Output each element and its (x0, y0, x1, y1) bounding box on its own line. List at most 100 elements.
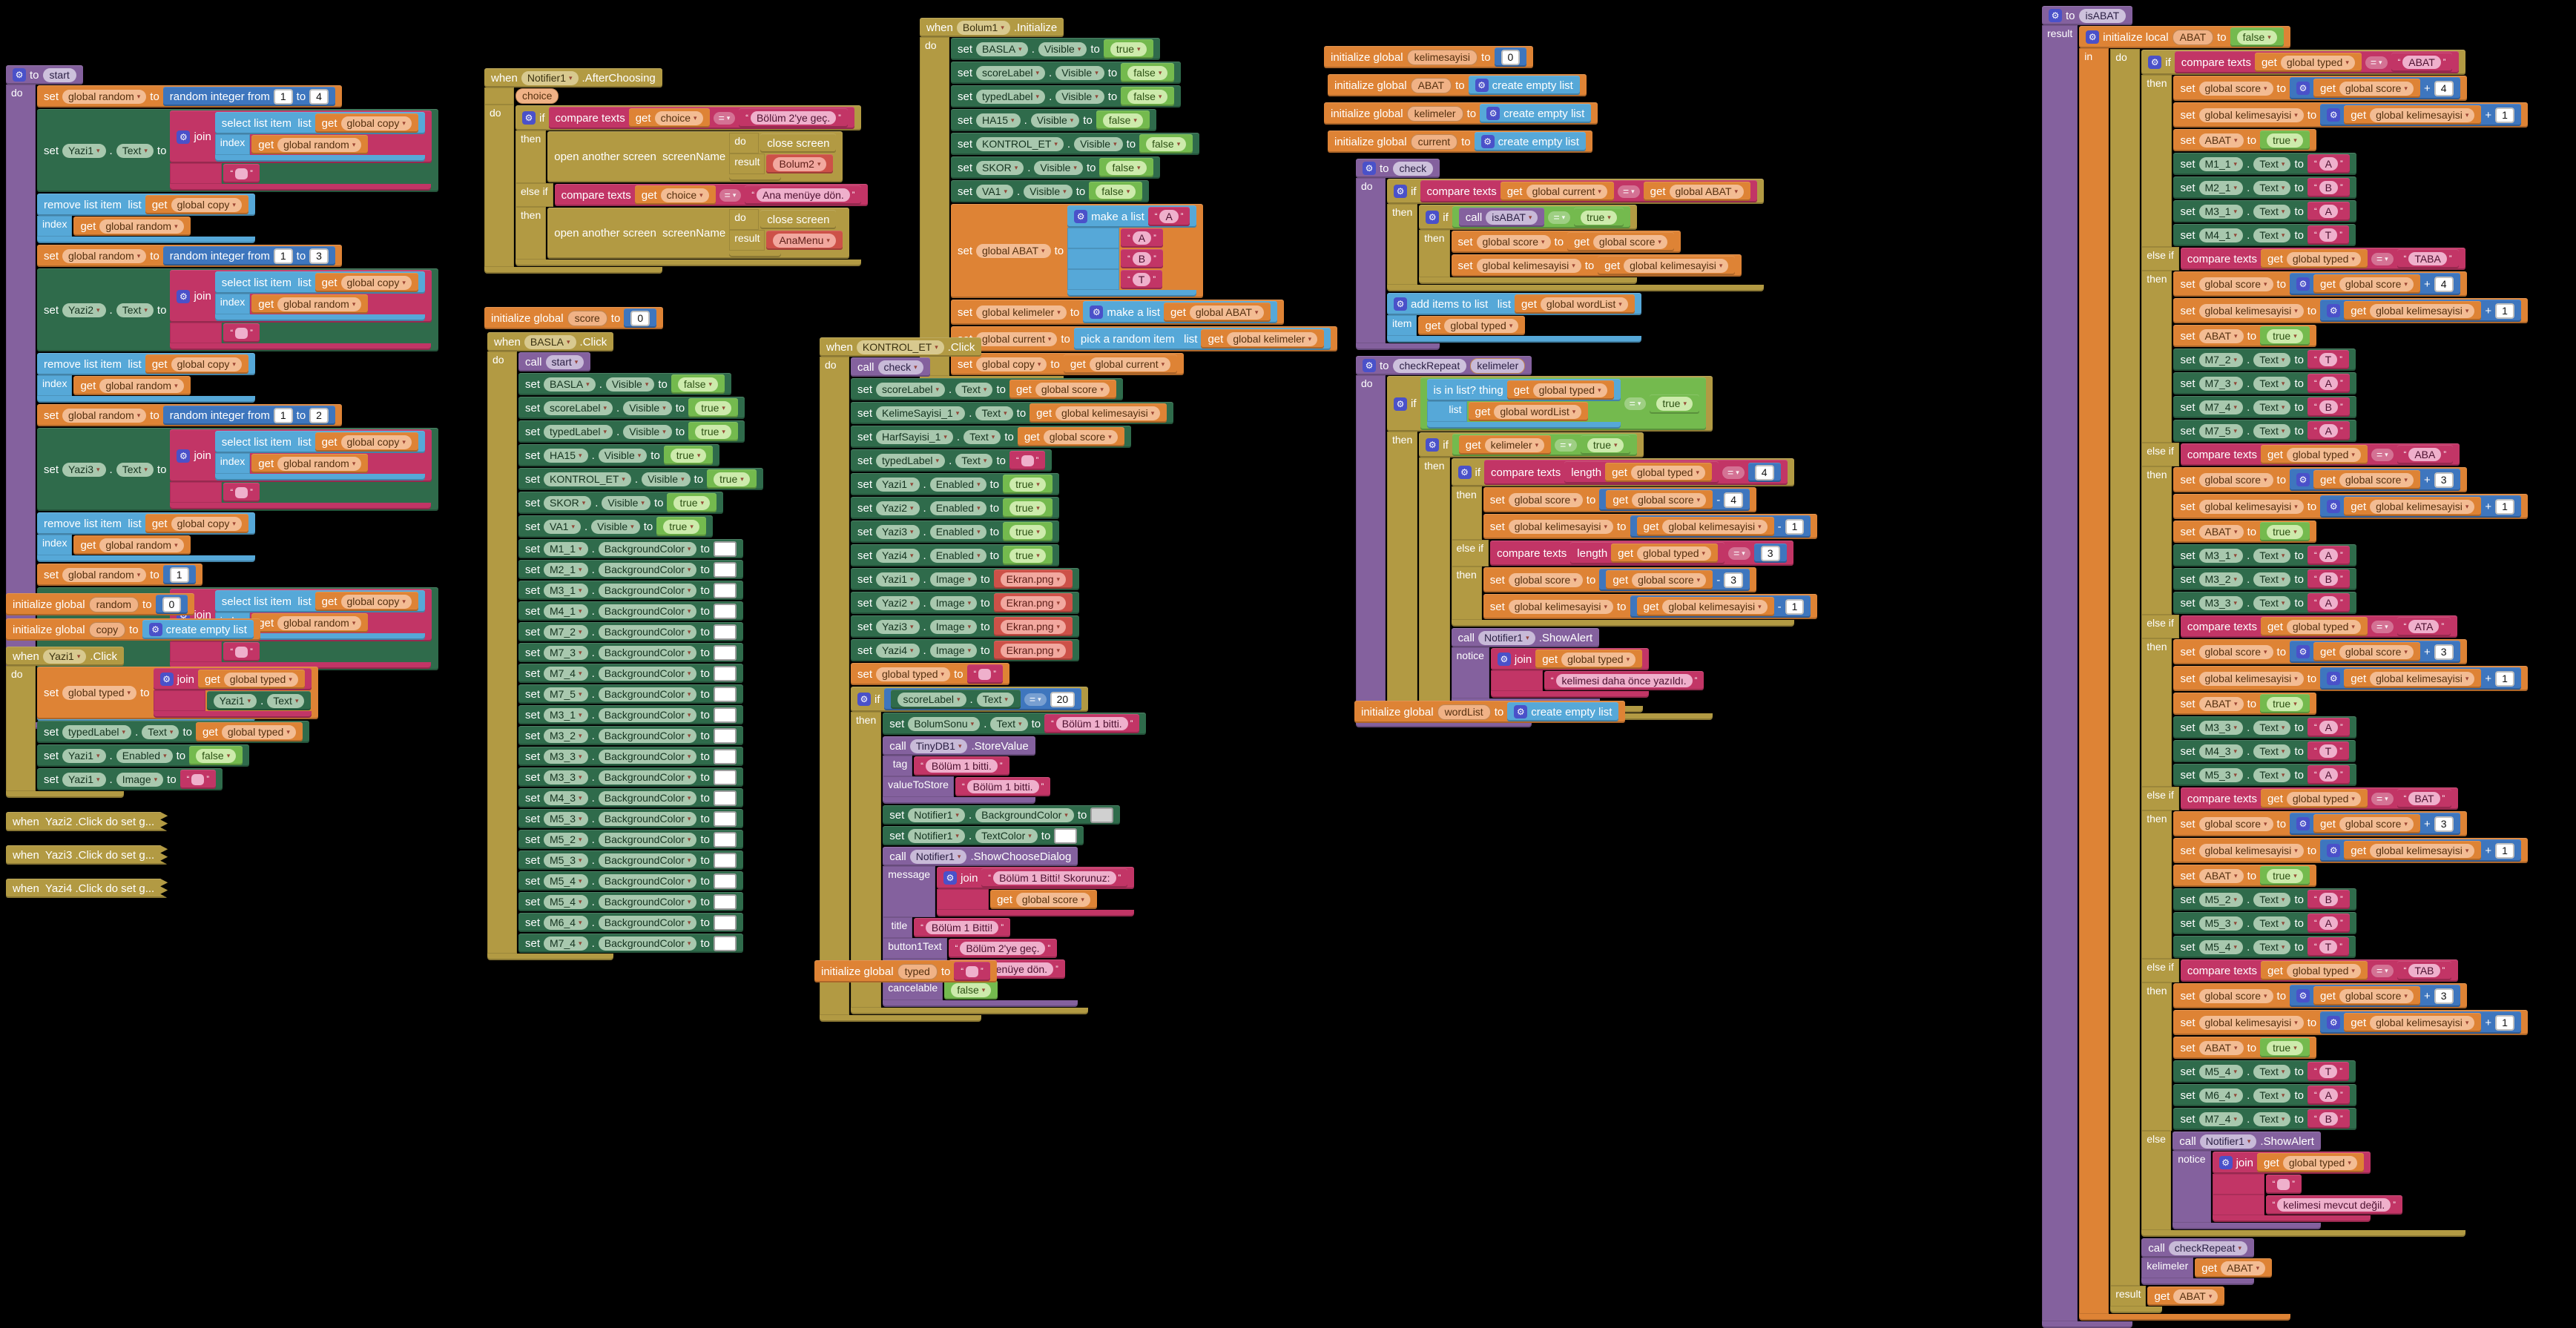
vr-block[interactable]: set global kelimesayisi ▾ to ⚙ get global keli… (2173, 666, 2528, 691)
global-typed-dropdown[interactable]: global typed ▾ (2280, 55, 2355, 70)
m7-4-dropdown[interactable]: M7_4 ▾ (544, 936, 588, 951)
st-block[interactable]: Yazi1 ▾. Text ▾ (206, 691, 312, 710)
vr-block[interactable]: set global score ▾ to ⚙ get global score ▾ +3 (2173, 811, 2467, 836)
backgroundcolor-dropdown[interactable]: BackgroundColor ▾ (598, 666, 697, 681)
st-block[interactable]: set M7_4 ▾. BackgroundColor ▾ to (518, 664, 743, 683)
init-global-abat-group[interactable]: initialize global ABAT to ⚙ create empty lis… (1328, 74, 1587, 96)
text-string-block[interactable]: “A” (2314, 596, 2343, 610)
init-global-kelimesayisi[interactable]: initialize global kelimesayisi to 0 (1324, 46, 1534, 68)
text-dropdown[interactable]: Text▾ (2253, 423, 2291, 438)
lg-block[interactable]: get kelimeler ▾ = ▾ true ▾ (1452, 434, 1637, 456)
st-block[interactable]: set M5_3 ▾. Text ▾ to “A” (2173, 764, 2356, 786)
m1-1-dropdown[interactable]: M1_1 ▾ (544, 541, 588, 556)
text-string-block[interactable]: “Bölüm 1 bitti.” (1051, 717, 1133, 730)
color-swatch[interactable] (713, 561, 737, 578)
enabled-dropdown[interactable]: Enabled ▾ (929, 501, 986, 515)
string-value[interactable]: Bölüm 1 Bitti! (925, 921, 999, 934)
m5-4-dropdown[interactable]: M5_4 ▾ (2198, 939, 2244, 954)
equals-dropdown[interactable]: = ▾ (1624, 397, 1647, 410)
global-typed-dropdown[interactable]: global typed ▾ (2282, 1155, 2357, 1170)
st-block[interactable]: set HarfSayisi_1 ▾. Text ▾ to get global score ▾ (851, 426, 1131, 448)
global-typed-dropdown[interactable]: global typed ▾ (1561, 652, 1636, 667)
global-kelimesayisi-dropdown[interactable]: global kelimesayisi ▾ (1508, 519, 1614, 534)
tx-block[interactable]: “” (2265, 1175, 2302, 1194)
mutator-gear-icon[interactable]: ⚙ (2049, 9, 2062, 22)
number-field[interactable]: 4 (1754, 464, 1774, 480)
backgroundcolor-dropdown[interactable]: BackgroundColor ▾ (598, 853, 697, 868)
yazi3-dropdown[interactable]: Yazi3 ▾ (876, 524, 920, 539)
m6-4-dropdown[interactable]: M6_4 ▾ (2198, 1088, 2244, 1103)
false-dropdown[interactable]: false ▾ (1146, 136, 1187, 151)
global-kelimesayisi-dropdown[interactable]: global kelimesayisi ▾ (2198, 671, 2304, 686)
tx-block[interactable]: “Bölüm 1 bitti.” (955, 777, 1051, 796)
tx-block[interactable]: “A” (2307, 421, 2350, 440)
true-dropdown[interactable]: true ▾ (2267, 868, 2303, 883)
text-dropdown[interactable]: Text▾ (2253, 572, 2291, 587)
empty-string-value[interactable] (235, 327, 248, 339)
st-block[interactable]: set M1_1 ▾. Text ▾ to “A” (2173, 153, 2356, 175)
tx-block[interactable]: compare texts get global typed ▾ = ▾ “ABA” (2180, 443, 2460, 466)
mt-block[interactable]: ⚙ get global kelimesayisi ▾ +1 (2320, 104, 2521, 126)
true-dropdown[interactable]: true ▾ (1009, 477, 1046, 492)
m3-3-dropdown[interactable]: M3_3 ▾ (2198, 720, 2244, 735)
lg-block[interactable]: call isABAT ▾ = ▾ true ▾ (1452, 206, 1630, 228)
m3-3-dropdown[interactable]: M3_3 ▾ (544, 770, 588, 784)
st-block[interactable]: set M4_1 ▾. BackgroundColor ▾ to (518, 601, 743, 621)
string-value[interactable]: T (2319, 228, 2338, 242)
mutator-gear-icon[interactable]: ⚙ (1394, 185, 1407, 198)
backgroundcolor-dropdown[interactable]: BackgroundColor ▾ (975, 807, 1074, 822)
global-score-dropdown[interactable]: global score ▾ (1476, 234, 1551, 249)
typed-name-field[interactable]: typed (897, 963, 938, 980)
lg-block[interactable]: false ▾ (1096, 110, 1150, 130)
abat-dropdown[interactable]: ABAT ▾ (2221, 1261, 2266, 1275)
text-dropdown[interactable]: Text▾ (955, 382, 993, 397)
text-dropdown[interactable]: Text▾ (2253, 1088, 2291, 1103)
notifier1-dropdown[interactable]: Notifier1 ▾ (908, 807, 965, 822)
vr-block[interactable]: set ABAT ▾ to true ▾ (2173, 1037, 2316, 1059)
tx-block[interactable]: “TAB” (2397, 961, 2452, 980)
st-block[interactable]: set SKOR ▾. Visible ▾ to true ▾ (518, 492, 724, 514)
vr-block[interactable]: get global current ▾ (1063, 354, 1178, 374)
global-typed-dropdown[interactable]: global typed ▾ (1630, 465, 1705, 480)
number-field[interactable]: 0 (162, 596, 182, 612)
string-value[interactable]: B (2319, 572, 2338, 586)
st-block[interactable]: set KONTROL_ET ▾. Visible ▾ to true ▾ (518, 468, 763, 490)
proc-check[interactable]: ⚙ to check do ⚙ if compare texts get global curr… (1356, 159, 1765, 350)
pr-block[interactable]: call Notifier1 ▾ .ShowAlert notice ⚙ join get gl… (2173, 1132, 2402, 1229)
color-swatch[interactable] (1054, 827, 1078, 844)
global-kelimesayisi-dropdown[interactable]: global kelimesayisi ▾ (2198, 1015, 2304, 1030)
false-dropdown[interactable]: false ▾ (1102, 113, 1143, 128)
tx-block[interactable]: “A” (1121, 228, 1163, 248)
mutator-gear-icon[interactable]: ⚙ (1475, 79, 1489, 92)
image-dropdown[interactable]: Image ▾ (929, 619, 978, 634)
abat-dropdown[interactable]: ABAT ▾ (2173, 1289, 2218, 1304)
number-field[interactable]: 3 (1760, 545, 1780, 561)
empty-string-value[interactable] (2277, 1178, 2290, 1190)
number-field[interactable]: 20 (1050, 691, 1075, 707)
tx-block[interactable]: compare texts get global typed ▾ = ▾ “ABAT” (2174, 51, 2460, 73)
bolum1-dropdown[interactable]: Bolum1 ▾ (956, 20, 1010, 35)
vr-block[interactable]: set global ABAT ▾ to ⚙ make a list “A” “A” “B” “T… (951, 204, 1204, 298)
color-swatch[interactable] (713, 831, 737, 848)
backgroundcolor-dropdown[interactable]: BackgroundColor ▾ (598, 915, 697, 930)
vr-block[interactable]: set global score ▾ to get global score ▾ (1451, 231, 1681, 253)
ha15-dropdown[interactable]: HA15 ▾ (976, 113, 1021, 128)
st-block[interactable]: set Notifier1 ▾. TextColor ▾ to (883, 826, 1084, 845)
lg-block[interactable]: false ▾ (944, 980, 998, 1000)
mutator-gear-icon[interactable]: ⚙ (177, 449, 191, 463)
equals-dropdown[interactable]: = ▾ (1555, 438, 1577, 452)
global-random-dropdown[interactable]: global random▾ (277, 297, 362, 311)
start-name-field[interactable]: start (42, 67, 76, 82)
m5-3-dropdown[interactable]: M5_3 ▾ (544, 853, 588, 868)
vr-block[interactable]: set global kelimesayisi ▾ to ⚙ get global keli… (2173, 494, 2528, 519)
global-kelimesayisi-dropdown[interactable]: global kelimesayisi ▾ (2370, 671, 2475, 686)
m4-3-dropdown[interactable]: M4_3 ▾ (544, 790, 588, 805)
string-value[interactable]: ATA (2408, 620, 2440, 633)
m5-4-dropdown[interactable]: M5_4 ▾ (544, 873, 588, 888)
global-score-dropdown[interactable]: global score ▾ (2198, 988, 2273, 1003)
lg-block[interactable]: is in list? thing get global typed ▾ list get… (1420, 377, 1706, 430)
st-block[interactable]: set M5_2 ▾. Text ▾ to “B” (2173, 888, 2356, 911)
